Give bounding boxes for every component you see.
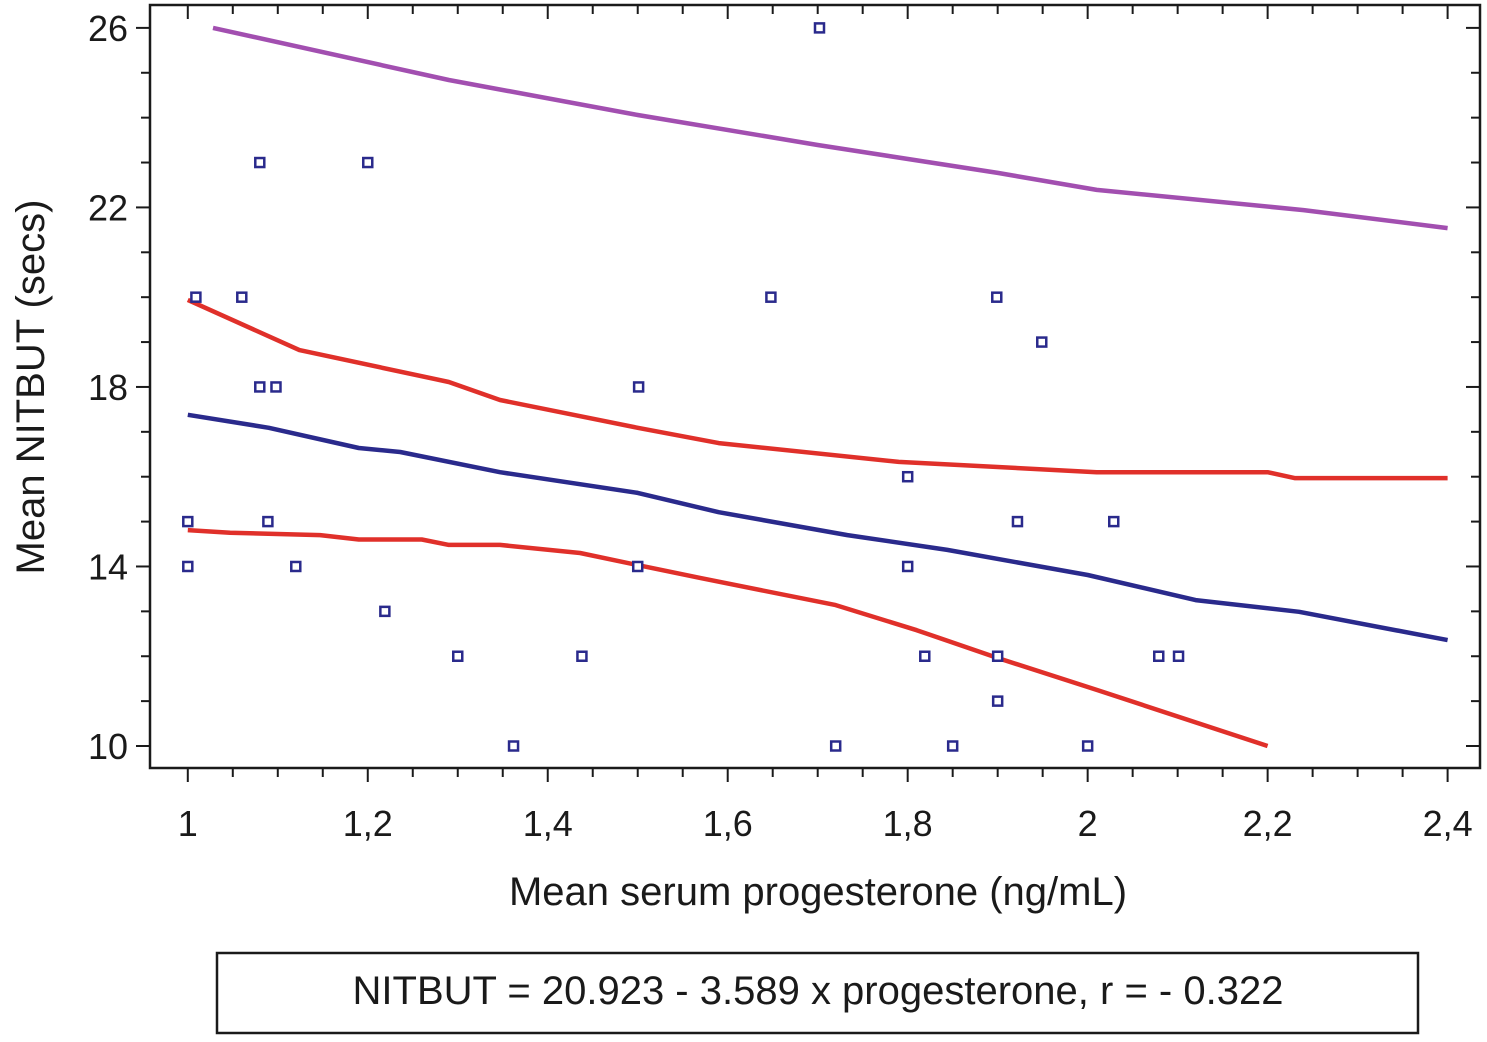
series-line-lower-confidence-limit [187,527,1269,749]
data-point [813,22,826,34]
x-tick-label: 2,2 [1243,803,1293,844]
data-point [507,740,520,752]
x-tick-labels: 1 1,2 1,4 1,6 1,8 2 2,2 2,4 [178,803,1473,844]
data-point [262,515,274,528]
data-point [182,515,194,528]
x-tick-label: 2,4 [1423,803,1473,844]
data-point [254,156,266,169]
series-line-upper-confidence-limit [186,297,1448,481]
data-point [1108,515,1120,528]
x-tick-label: 1,8 [883,803,933,844]
data-point [290,560,302,573]
y-tick-label: 14 [88,546,128,587]
data-point [1011,515,1024,528]
axis-ticks [136,5,1480,782]
y-tick-label: 10 [88,726,128,767]
x-axis-label: Mean serum progesterone (ng/mL) [509,870,1127,914]
data-point [991,291,1003,303]
y-tick-label: 18 [88,367,128,408]
data-point [765,291,777,303]
data-point [236,291,248,303]
data-point [576,650,588,662]
y-tick-label: 22 [88,187,128,228]
series-line-upper-prediction-limit [212,25,1448,231]
data-point [631,560,644,573]
data-point [270,381,282,393]
x-tick-label: 2 [1078,803,1098,844]
data-point [901,560,914,573]
data-point [901,470,914,483]
series-lines [186,25,1449,749]
data-point [919,650,931,662]
data-point [946,740,959,752]
data-point [254,381,266,393]
data-point [991,695,1004,707]
data-point [1152,650,1165,662]
x-tick-label: 1,2 [343,803,393,844]
data-point [991,650,1004,662]
data-point [829,740,842,752]
y-tick-label: 26 [88,8,128,49]
x-tick-label: 1,4 [523,803,573,844]
data-point [379,605,391,618]
data-point [182,560,194,573]
data-point [362,156,374,169]
data-point [190,291,202,303]
data-point [1172,650,1185,662]
plot-frame [148,3,1482,770]
data-points [182,22,1185,752]
equation-box [215,951,1420,1035]
x-tick-label: 1 [178,803,198,844]
y-tick-labels: 10 14 18 22 26 [88,8,128,767]
equation-annotation: NITBUT = 20.923 - 3.589 x progesterone, … [353,969,1284,1013]
data-point [1081,740,1094,752]
x-tick-label: 1,6 [703,803,753,844]
data-point [452,650,464,662]
y-axis-label: Mean NITBUT (secs) [9,200,53,575]
series-line-regression-line [187,412,1449,643]
data-point [1036,336,1048,348]
data-point [632,381,645,393]
